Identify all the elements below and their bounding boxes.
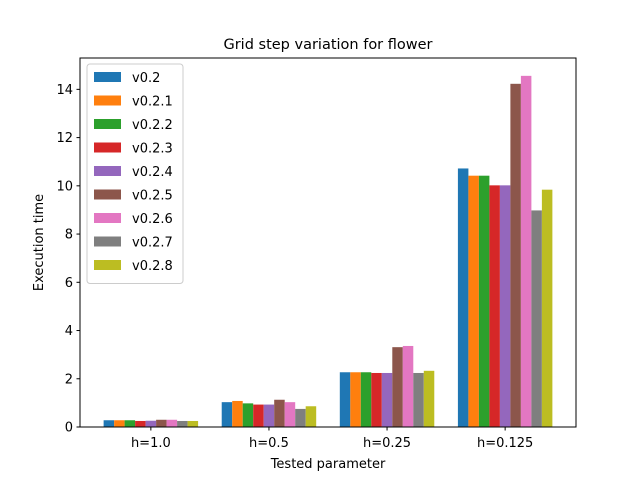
bar [145, 420, 157, 427]
chart-title: Grid step variation for flower [223, 37, 432, 53]
bar [468, 175, 479, 427]
bar [371, 372, 382, 427]
legend-label: v0.2.7 [132, 236, 173, 251]
bar [103, 420, 115, 427]
x-tick-label: h=0.5 [249, 436, 289, 451]
bar [232, 400, 243, 427]
bars-group [103, 75, 553, 428]
bar [457, 168, 469, 428]
legend-label: v0.2.6 [132, 212, 173, 227]
bar [274, 399, 285, 427]
bar [510, 83, 521, 428]
bar [295, 408, 306, 427]
x-tick-label: h=1.0 [131, 436, 171, 451]
bar [156, 419, 167, 427]
bar [478, 175, 490, 427]
legend-swatch [94, 119, 121, 129]
legend-label: v0.2.4 [132, 165, 173, 180]
y-tick-label: 0 [65, 421, 73, 436]
bar [531, 210, 542, 427]
y-tick-label: 4 [65, 324, 73, 339]
bar [221, 402, 233, 427]
legend-box [86, 63, 184, 284]
legend-swatch [94, 236, 121, 247]
bar [520, 75, 532, 428]
legend-label: v0.2 [132, 71, 160, 86]
bar [263, 404, 275, 427]
y-tick-label: 14 [56, 83, 73, 98]
bar [253, 404, 264, 427]
legend-label: v0.2.2 [132, 118, 173, 133]
bar [135, 420, 146, 427]
x-tick-label: h=0.25 [363, 436, 411, 451]
legend-swatch [94, 166, 121, 176]
plot-frame [79, 57, 577, 428]
bar [413, 372, 424, 427]
legend-label: v0.2.5 [132, 189, 173, 204]
x-tick-label: h=0.125 [477, 436, 533, 451]
y-tick-label: 12 [56, 131, 73, 146]
legend-label: v0.2.8 [132, 259, 173, 274]
bar [381, 372, 393, 427]
bar [242, 403, 254, 427]
bar [339, 372, 351, 427]
bar [489, 185, 500, 427]
bar [124, 420, 136, 427]
legend-swatch [94, 260, 121, 270]
y-tick-label: 2 [65, 372, 73, 387]
x-axis: h=1.0 h=0.5 h=0.25 h=0.125 [131, 427, 533, 451]
legend-swatch [94, 95, 121, 106]
legend: v0.2 v0.2.1 v0.2.2 v0.2.3 v0.2.4 v0.2.5 v0.2.6… [86, 63, 184, 284]
bar [423, 370, 435, 427]
bar [360, 372, 372, 427]
y-tick-label: 10 [56, 179, 73, 194]
bar [177, 420, 188, 427]
bar [284, 402, 296, 427]
legend-swatch [94, 189, 121, 200]
legend-swatch [94, 213, 121, 223]
legend-swatch [94, 142, 121, 153]
y-tick-label: 6 [65, 276, 73, 291]
bar [392, 347, 403, 427]
bar [350, 372, 361, 427]
y-axis-label: Execution time [32, 194, 47, 291]
bar [187, 420, 199, 427]
y-axis: 0 2 4 6 8 10 12 14 [56, 83, 80, 436]
bar [402, 345, 414, 427]
bar [541, 189, 553, 427]
legend-swatch [94, 72, 121, 82]
bar [305, 406, 317, 427]
bar [499, 185, 511, 427]
legend-label: v0.2.1 [132, 95, 173, 110]
bar [166, 419, 178, 427]
x-axis-label: Tested parameter [270, 457, 386, 472]
legend-label: v0.2.3 [132, 142, 173, 157]
y-tick-label: 8 [65, 228, 73, 243]
bar [114, 420, 125, 427]
